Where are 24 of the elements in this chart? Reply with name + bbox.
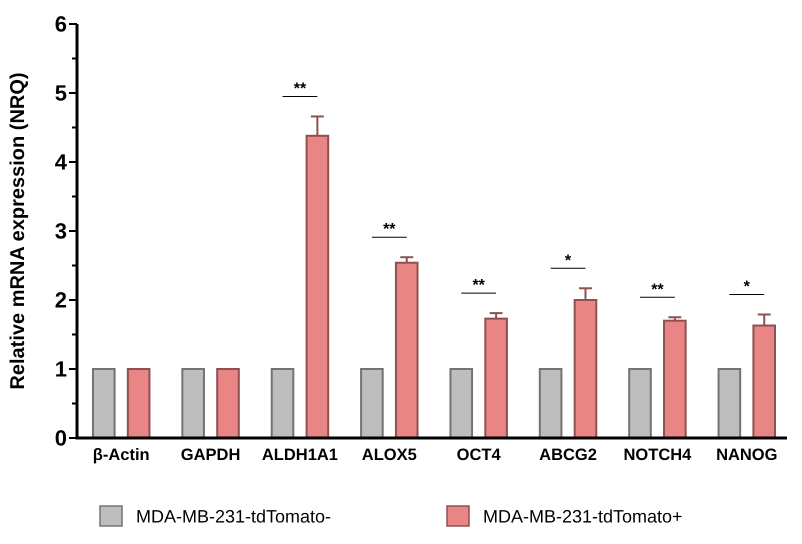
y-tick-label: 5	[54, 80, 67, 106]
y-axis-title: Relative mRNA expression (NRQ)	[7, 72, 29, 390]
x-tick-label: NOTCH4	[623, 446, 692, 464]
x-tick-label: ALDH1A1	[262, 446, 338, 464]
annotation: **	[383, 221, 396, 238]
y-tick-label: 4	[54, 150, 68, 175]
y-tick-label: 0	[54, 426, 67, 451]
annotation: *	[564, 252, 572, 270]
legend-label: MDA-MB-231-tdTomato+	[483, 506, 683, 526]
y-tick-label: 2	[54, 288, 67, 313]
y-tick-label: 3	[54, 218, 67, 244]
annotation: **	[294, 80, 307, 98]
annotation: *	[744, 278, 751, 296]
legend-label: MDA-MB-231-tdTomato-	[136, 506, 332, 526]
y-tick-label: 1	[54, 356, 67, 382]
y-tick-label: 6	[54, 12, 67, 37]
x-tick-label: OCT4	[456, 446, 502, 464]
x-tick-label: NANOG	[716, 446, 778, 464]
annotation: **	[651, 281, 664, 298]
x-tick-label: β-Actin	[92, 446, 150, 464]
annotation: **	[472, 277, 486, 294]
x-tick-label: ALOX5	[362, 446, 417, 464]
x-tick-label: GAPDH	[180, 446, 240, 464]
x-tick-label: ABCG2	[539, 446, 597, 464]
